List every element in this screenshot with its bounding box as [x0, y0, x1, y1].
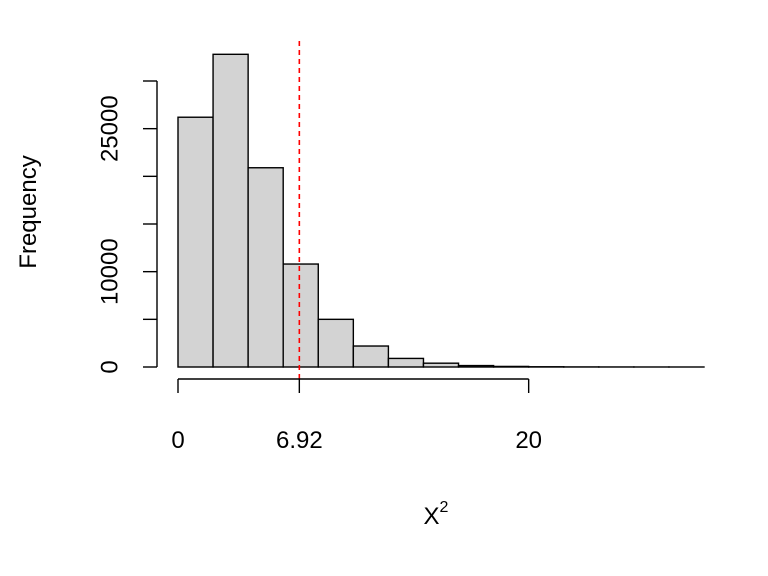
x-axis-title-base: X [424, 503, 440, 530]
y-axis-title: Frequency [15, 155, 42, 268]
x-tick-label: 0 [171, 427, 184, 454]
x-axis-title: X2 [424, 499, 449, 530]
histogram-bars [177, 53, 705, 368]
histogram-bar [247, 167, 284, 368]
histogram-bar [212, 53, 249, 368]
x-axis: 0 6.92 20 [171, 378, 542, 454]
histogram-bar [492, 365, 530, 368]
y-axis: 0 10000 25000 [96, 80, 158, 374]
histogram-bar [282, 263, 319, 368]
histogram-bar [317, 318, 355, 368]
x-tick-label: 6.92 [276, 427, 323, 454]
y-tick-label: 10000 [96, 238, 123, 305]
histogram-bar [352, 345, 390, 368]
y-tick-label: 0 [96, 360, 123, 373]
y-tick-label: 25000 [96, 95, 123, 162]
histogram-bar [387, 357, 425, 368]
histogram-bar [422, 362, 460, 368]
x-tick-label: 20 [515, 427, 542, 454]
histogram-bar [457, 364, 495, 368]
histogram-bar [177, 116, 214, 368]
x-axis-title-superscript: 2 [440, 499, 449, 516]
